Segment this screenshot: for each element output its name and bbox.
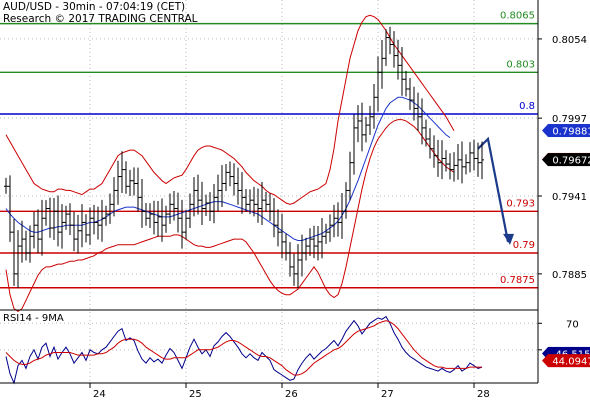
level-label-resistance: 0.8065 (500, 11, 535, 22)
level-label-support: 0.79 (513, 240, 535, 251)
x-tick-label: 24 (93, 389, 106, 400)
price-y-tick-label: 0.7885 (552, 270, 587, 281)
rsi-badge-label: 44.0947 (552, 357, 590, 368)
level-label-pivot: 0.8 (519, 101, 535, 112)
candles-layer (4, 27, 484, 288)
level-label-support: 0.793 (506, 198, 535, 209)
x-tick-label: 26 (285, 389, 298, 400)
x-tick-label: 28 (477, 389, 490, 400)
price-badge-label: 0.79881 (552, 127, 590, 138)
price-badge-pointer (542, 124, 548, 137)
moving-average-line (6, 97, 450, 240)
chart-symbol-title: AUD/USD - 30min - 07:04:19 (CET) (3, 1, 185, 13)
price-y-tick-label: 0.7997 (552, 114, 587, 125)
level-label-resistance: 0.803 (506, 59, 535, 70)
rsi-badge: 44.0947 (542, 354, 590, 368)
price-y-tick-label: 0.7941 (552, 192, 587, 203)
levels-layer: 0.8065 0.803 0.8 0.793 0.79 0.7875 (0, 11, 538, 288)
rsi-ma-line (6, 321, 482, 375)
price-badge: 0.79672 (542, 153, 590, 167)
x-tick-label: 27 (381, 389, 394, 400)
grid-layer (0, 0, 538, 383)
price-badge: 0.79881 (542, 124, 590, 138)
level-label-support: 0.7875 (500, 275, 535, 286)
price-y-tick-label: 0.8054 (552, 35, 587, 46)
rsi-y-tick-label: 70 (566, 319, 579, 330)
x-tick-label: 25 (189, 389, 202, 400)
rsi-panel-title: RSI14 - 9MA (3, 313, 64, 324)
price-badge-label: 0.79672 (552, 156, 590, 167)
price-badge-pointer (542, 153, 548, 166)
bollinger-lower-line (6, 120, 454, 312)
chart-credit-line: Research © 2017 TRADING CENTRAL (3, 13, 198, 25)
